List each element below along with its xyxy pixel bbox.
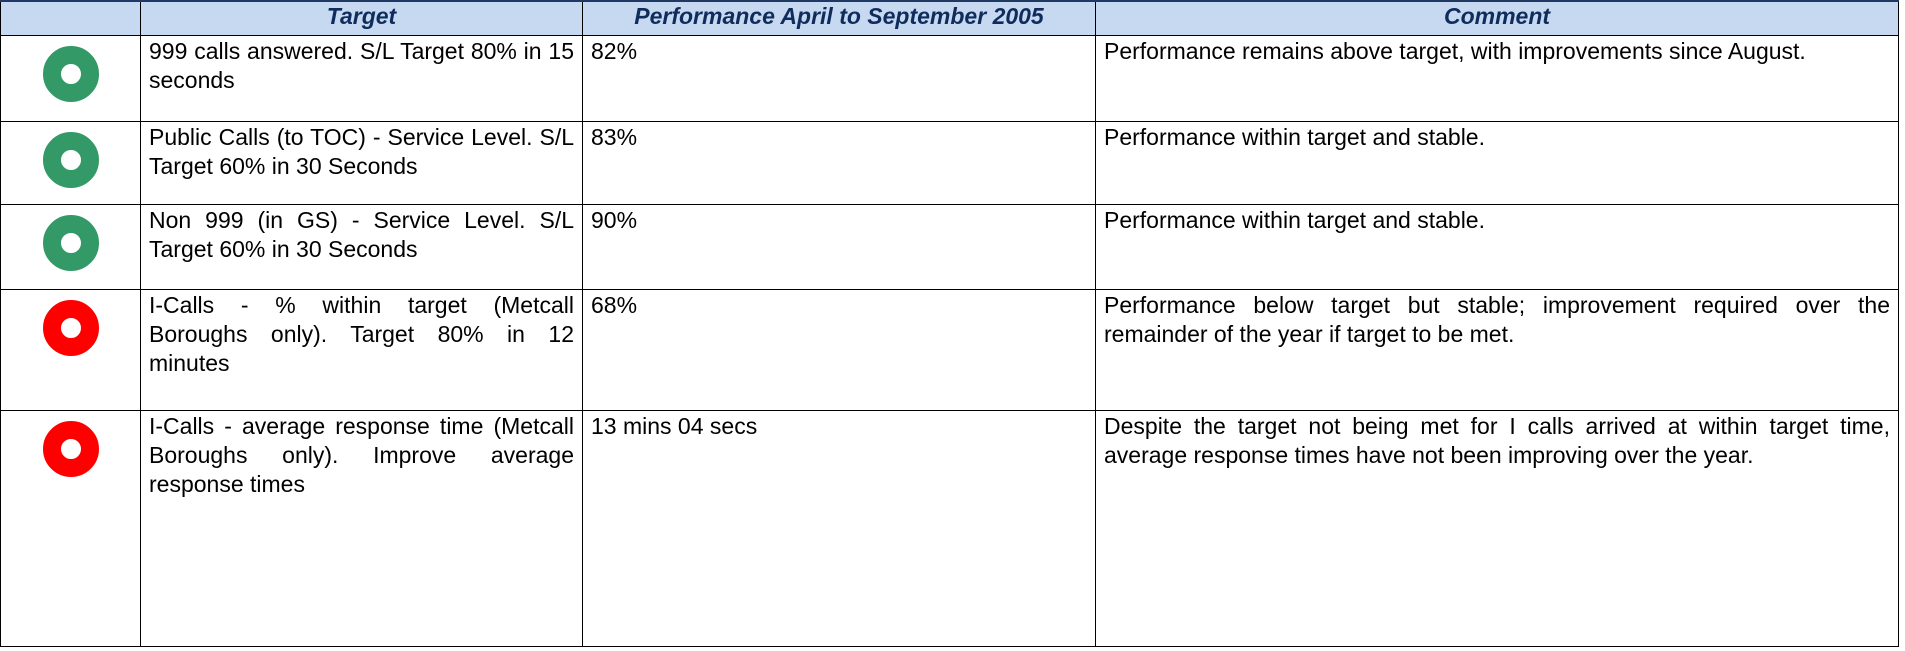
header-blank	[0, 0, 141, 36]
table-body: 999 calls answered. S/L Target 80% in 15…	[0, 35, 1899, 647]
status-icon	[42, 46, 99, 102]
target-cell: Non 999 (in GS) - Service Level. S/L Tar…	[140, 204, 583, 290]
comment-cell: Performance within target and stable.	[1095, 121, 1899, 205]
status-cell	[0, 121, 141, 205]
comment-cell: Performance below target but stable; imp…	[1095, 289, 1899, 411]
status-cell	[0, 289, 141, 411]
status-cell	[0, 204, 141, 290]
table-row: I-Calls - average response time (Metcall…	[0, 410, 1899, 647]
status-ring	[42, 132, 99, 188]
performance-cell: 13 mins 04 secs	[582, 410, 1096, 647]
table-row: Non 999 (in GS) - Service Level. S/L Tar…	[0, 204, 1899, 290]
performance-cell: 83%	[582, 121, 1096, 205]
header-row: Target Performance April to September 20…	[0, 0, 1899, 36]
comment-cell: Performance within target and stable.	[1095, 204, 1899, 290]
status-icon	[42, 300, 99, 356]
status-cell	[0, 35, 141, 122]
performance-cell: 82%	[582, 35, 1096, 122]
target-cell: Public Calls (to TOC) - Service Level. S…	[140, 121, 583, 205]
status-ring	[42, 215, 99, 271]
header-cell: Comment	[1095, 0, 1899, 36]
performance-cell: 90%	[582, 204, 1096, 290]
status-icon	[42, 421, 99, 477]
comment-cell: Performance remains above target, with i…	[1095, 35, 1899, 122]
status-ring	[42, 421, 99, 477]
header-cell: Target	[140, 0, 583, 36]
status-icon	[42, 215, 99, 271]
performance-cell: 68%	[582, 289, 1096, 411]
header-cell: Performance April to September 2005	[582, 0, 1096, 36]
table-row: Public Calls (to TOC) - Service Level. S…	[0, 121, 1899, 205]
target-cell: I-Calls - average response time (Metcall…	[140, 410, 583, 647]
target-cell: 999 calls answered. S/L Target 80% in 15…	[140, 35, 583, 122]
comment-cell: Despite the target not being met for I c…	[1095, 410, 1899, 647]
status-cell	[0, 410, 141, 647]
status-ring	[42, 46, 99, 102]
target-cell: I-Calls - % within target (Metcall Borou…	[140, 289, 583, 411]
status-icon	[42, 132, 99, 188]
status-ring	[42, 300, 99, 356]
table-row: I-Calls - % within target (Metcall Borou…	[0, 289, 1899, 411]
table-row: 999 calls answered. S/L Target 80% in 15…	[0, 35, 1899, 122]
